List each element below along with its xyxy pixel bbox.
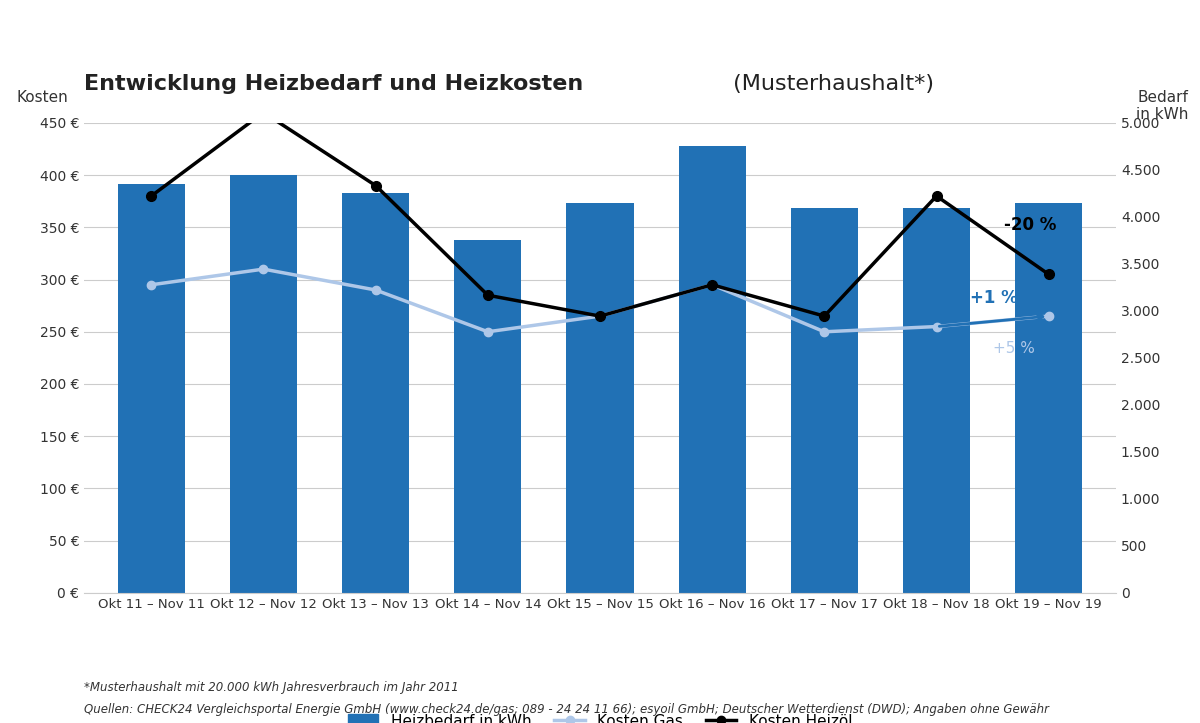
Text: Entwicklung Heizbedarf und Heizkosten: Entwicklung Heizbedarf und Heizkosten [84, 74, 583, 94]
Bar [230, 175, 298, 593]
Text: +1 %: +1 % [970, 288, 1018, 307]
Text: Kosten: Kosten [17, 90, 68, 105]
Bar [118, 184, 185, 593]
Bar [566, 202, 634, 593]
Text: +5 %: +5 % [992, 341, 1034, 356]
Text: (Musterhaushalt*): (Musterhaushalt*) [726, 74, 934, 94]
Bar [454, 240, 522, 593]
Legend: Heizbedarf in kWh, Kosten Gas, Kosten Heizöl: Heizbedarf in kWh, Kosten Gas, Kosten He… [342, 707, 858, 723]
Bar [678, 146, 746, 593]
Text: Bedarf
in kWh: Bedarf in kWh [1136, 90, 1188, 122]
Bar [902, 208, 970, 593]
Text: -20 %: -20 % [1004, 216, 1056, 234]
Text: Quellen: CHECK24 Vergleichsportal Energie GmbH (www.check24.de/gas; 089 - 24 24 : Quellen: CHECK24 Vergleichsportal Energi… [84, 703, 1049, 716]
Bar [342, 193, 409, 593]
Text: *Musterhaushalt mit 20.000 kWh Jahresverbrauch im Jahr 2011: *Musterhaushalt mit 20.000 kWh Jahresver… [84, 681, 458, 694]
Bar [791, 208, 858, 593]
Bar [1015, 202, 1082, 593]
